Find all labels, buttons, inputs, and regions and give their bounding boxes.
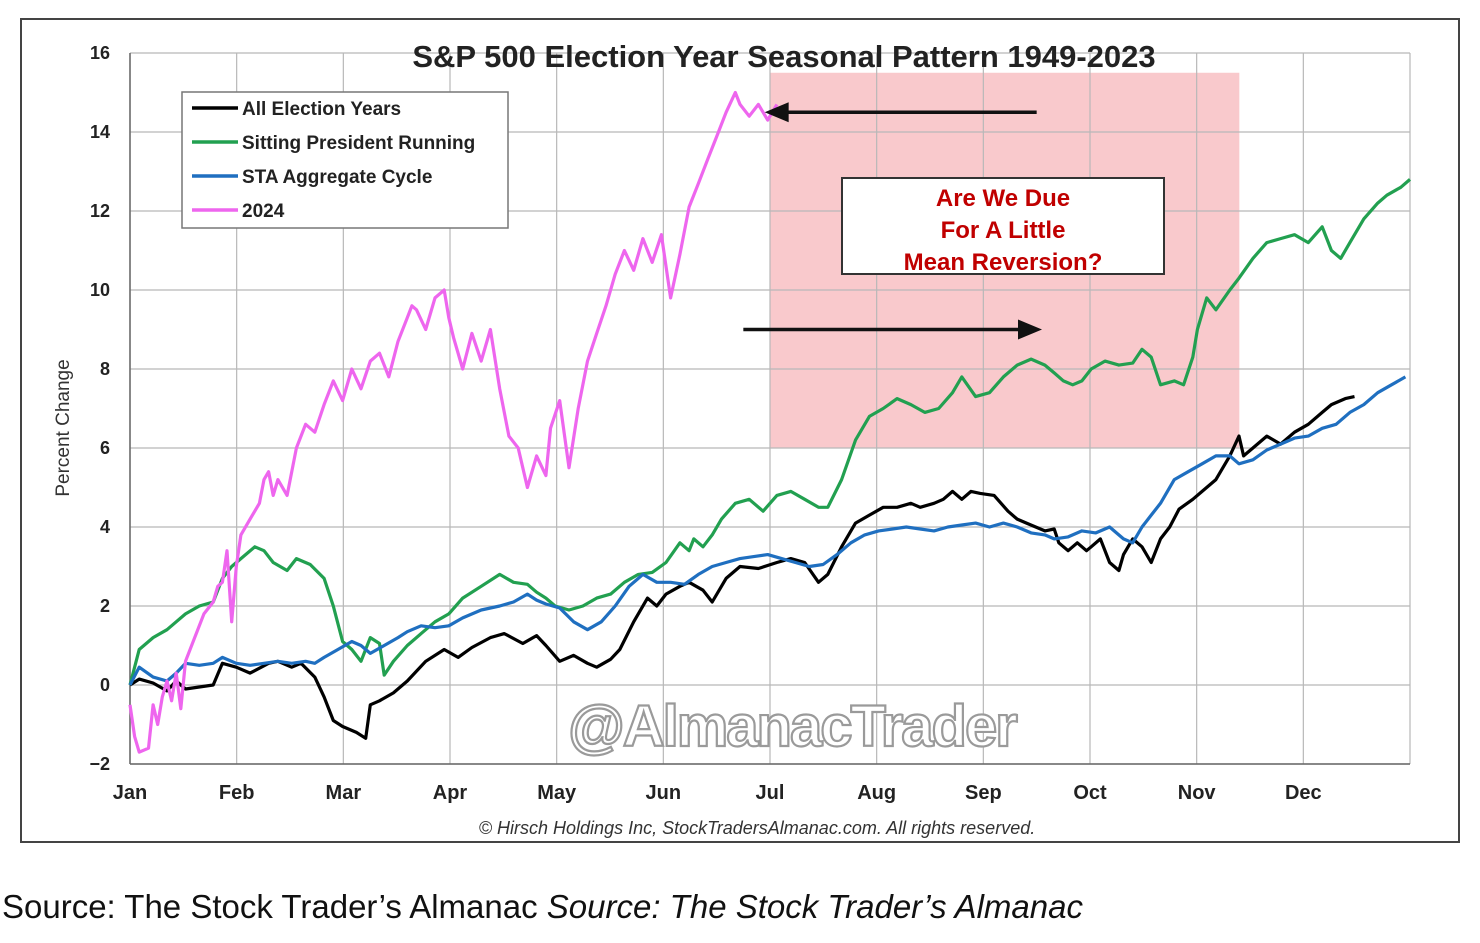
source-caption-text: Source: The Stock Trader’s Almanac xyxy=(2,888,538,925)
arrow-head xyxy=(764,102,789,123)
arrow-head xyxy=(1018,319,1042,340)
sta-aggregate-cycle-line xyxy=(128,375,1407,686)
y-tick-label: 14 xyxy=(90,122,110,142)
sitting-president-running-line xyxy=(128,178,1412,686)
annotation-text-line: Are We Due xyxy=(936,185,1070,212)
x-tick-label: May xyxy=(537,782,577,804)
y-tick-label: 10 xyxy=(90,280,110,300)
x-tick-label: Nov xyxy=(1178,782,1217,804)
year-2024-line xyxy=(128,90,779,754)
copyright-text: © Hirsch Holdings Inc, StockTradersAlman… xyxy=(479,818,1035,838)
annotation-text-line: For A Little xyxy=(941,217,1066,244)
legend-label: Sitting President Running xyxy=(242,133,475,154)
x-tick-label: Oct xyxy=(1073,782,1107,804)
legend-label: 2024 xyxy=(242,201,285,222)
legend-label: All Election Years xyxy=(242,99,401,120)
legend-box xyxy=(181,91,509,229)
annotation-box xyxy=(841,177,1165,275)
all-election-years-line xyxy=(129,395,1355,740)
y-tick-label: 8 xyxy=(100,359,110,379)
x-tick-label: Jul xyxy=(756,782,785,804)
legend-label: STA Aggregate Cycle xyxy=(242,167,432,188)
x-tick-label: Dec xyxy=(1285,782,1322,804)
source-caption: Source: The Stock Trader’s Almanac Sourc… xyxy=(2,888,1083,926)
annotation-text-line: Mean Reversion? xyxy=(904,249,1103,276)
x-tick-label: Jan xyxy=(113,782,147,804)
y-tick-label: −2 xyxy=(89,754,110,774)
source-caption-italic: Source: The Stock Trader’s Almanac xyxy=(546,888,1083,925)
x-tick-label: Aug xyxy=(857,782,896,804)
x-tick-label: Jun xyxy=(646,782,682,804)
chart-frame: −2 0 2 4 6 8 10 12 14 16 Jan Feb Mar Apr May Jun Jul Aug S… xyxy=(20,18,1460,843)
y-tick-label: 0 xyxy=(100,675,110,695)
y-tick-label: 12 xyxy=(90,201,110,221)
watermark-text: @AlmanacTrader xyxy=(568,694,1017,759)
y-tick-label: 4 xyxy=(100,517,110,537)
y-axis-label: Percent Change xyxy=(53,359,74,496)
chart-canvas: −2 0 2 4 6 8 10 12 14 16 Jan Feb Mar Apr May Jun Jul Aug S… xyxy=(53,39,1412,838)
x-tick-label: Apr xyxy=(433,782,468,804)
y-tick-label: 6 xyxy=(100,438,110,458)
y-tick-label: 16 xyxy=(90,43,110,63)
x-tick-label: Feb xyxy=(219,782,255,804)
chart-title: S&P 500 Election Year Seasonal Pattern 1… xyxy=(412,39,1155,74)
x-tick-label: Mar xyxy=(326,782,362,804)
x-tick-label: Sep xyxy=(965,782,1002,804)
y-tick-label: 2 xyxy=(100,596,110,616)
